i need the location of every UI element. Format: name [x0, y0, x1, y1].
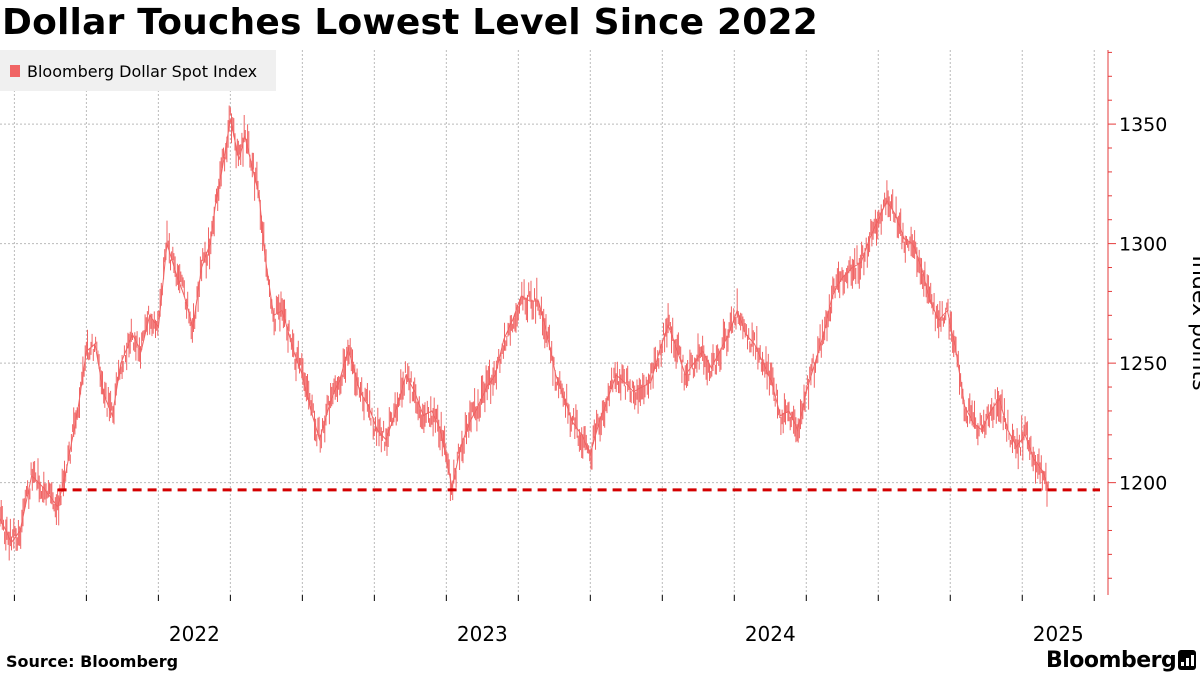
y-tick-label: 1300 [1119, 234, 1167, 256]
horizontal-gridlines [0, 123, 1100, 484]
legend-label: Bloomberg Dollar Spot Index [27, 62, 257, 81]
index-series-bars [0, 105, 1049, 561]
y-tick-label: 1250 [1119, 353, 1167, 375]
x-tick-label: 2022 [169, 622, 220, 646]
y-axis-title: Index points [1187, 255, 1200, 390]
x-tick-layer: 2022 2023 2024 2025 [13, 595, 1095, 646]
chart-title: Dollar Touches Lowest Level Since 2022 [2, 2, 818, 43]
x-tick-label: 2025 [1033, 622, 1084, 646]
series-layer [0, 105, 1049, 561]
index-series-line [0, 119, 1049, 544]
y-tick-label: 1350 [1119, 114, 1167, 136]
bloomberg-terminal-icon [1178, 650, 1196, 670]
vertical-gridlines [13, 50, 1095, 595]
y-axis-layer: 1200 1250 1300 1350 [1107, 50, 1167, 595]
legend-background [0, 50, 276, 91]
legend-swatch [10, 65, 20, 77]
bloomberg-logo: Bloomberg [1046, 648, 1177, 673]
x-tick-label: 2024 [745, 622, 796, 646]
y-tick-label: 1200 [1119, 473, 1167, 495]
legend: Bloomberg Dollar Spot Index [0, 50, 276, 91]
source-note: Source: Bloomberg [6, 652, 179, 671]
x-tick-label: 2023 [457, 622, 508, 646]
